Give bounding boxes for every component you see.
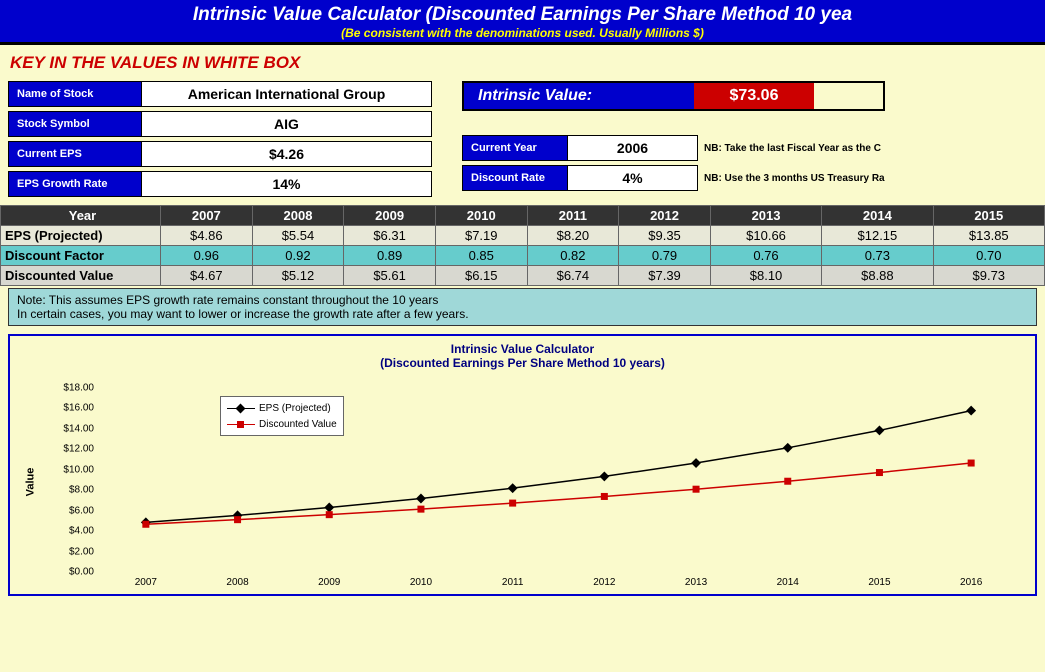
row-label: EPS (Projected): [1, 226, 161, 246]
year-label: Current Year: [462, 135, 568, 161]
cell: $8.88: [822, 266, 933, 286]
discount-input[interactable]: 4%: [568, 165, 698, 191]
col-year: Year: [1, 206, 161, 226]
ytick: $6.00: [50, 505, 94, 516]
xtick: 2008: [226, 577, 248, 588]
table-row: Discount Factor0.960.920.890.850.820.790…: [1, 246, 1045, 266]
cell: $7.39: [619, 266, 711, 286]
cell: $4.67: [161, 266, 253, 286]
name-label: Name of Stock: [8, 81, 142, 107]
cell: $13.85: [933, 226, 1044, 246]
xtick: 2007: [135, 577, 157, 588]
cell: $8.20: [527, 226, 619, 246]
iv-value: $73.06: [694, 83, 814, 109]
cell: 0.73: [822, 246, 933, 266]
table-row: EPS (Projected)$4.86$5.54$6.31$7.19$8.20…: [1, 226, 1045, 246]
year-note: NB: Take the last Fiscal Year as the C: [698, 143, 881, 154]
header-subtitle: (Be consistent with the denominations us…: [0, 26, 1045, 40]
inputs-section: Name of Stock American International Gro…: [0, 81, 1045, 205]
note-box: Note: This assumes EPS growth rate remai…: [8, 288, 1037, 326]
eps-label: Current EPS: [8, 141, 142, 167]
cell: $10.66: [710, 226, 821, 246]
header: Intrinsic Value Calculator (Discounted E…: [0, 0, 1045, 45]
ytick: $16.00: [50, 403, 94, 414]
chart-title-2: (Discounted Earnings Per Share Method 10…: [20, 356, 1025, 370]
projection-table: Year200720082009201020112012201320142015…: [0, 205, 1045, 286]
col-2010: 2010: [435, 206, 527, 226]
cell: $6.15: [435, 266, 527, 286]
cell: $6.74: [527, 266, 619, 286]
cell: $9.73: [933, 266, 1044, 286]
cell: 0.76: [710, 246, 821, 266]
xtick: 2015: [868, 577, 890, 588]
row-label: Discounted Value: [1, 266, 161, 286]
cell: $4.86: [161, 226, 253, 246]
table-row: Discounted Value$4.67$5.12$5.61$6.15$6.7…: [1, 266, 1045, 286]
cell: $5.61: [344, 266, 436, 286]
instruction-text: KEY IN THE VALUES IN WHITE BOX: [0, 45, 1045, 81]
ytick: $12.00: [50, 444, 94, 455]
year-input[interactable]: 2006: [568, 135, 698, 161]
xtick: 2011: [502, 577, 524, 588]
cell: 0.89: [344, 246, 436, 266]
cell: 0.82: [527, 246, 619, 266]
col-2007: 2007: [161, 206, 253, 226]
ytick: $0.00: [50, 567, 94, 578]
row-label: Discount Factor: [1, 246, 161, 266]
xtick: 2012: [593, 577, 615, 588]
col-2014: 2014: [822, 206, 933, 226]
iv-label: Intrinsic Value:: [464, 83, 694, 109]
col-2013: 2013: [710, 206, 821, 226]
ytick: $8.00: [50, 485, 94, 496]
symbol-label: Stock Symbol: [8, 111, 142, 137]
cell: 0.96: [161, 246, 253, 266]
header-title: Intrinsic Value Calculator (Discounted E…: [0, 4, 1045, 26]
cell: 0.70: [933, 246, 1044, 266]
col-2009: 2009: [344, 206, 436, 226]
chart-ylabel: Value: [24, 468, 36, 497]
growth-label: EPS Growth Rate: [8, 171, 142, 197]
cell: 0.92: [252, 246, 344, 266]
cell: 0.79: [619, 246, 711, 266]
ytick: $14.00: [50, 423, 94, 434]
chart: Intrinsic Value Calculator (Discounted E…: [8, 334, 1037, 596]
col-2011: 2011: [527, 206, 619, 226]
xtick: 2010: [410, 577, 432, 588]
xtick: 2014: [777, 577, 799, 588]
cell: $12.15: [822, 226, 933, 246]
discount-note: NB: Use the 3 months US Treasury Ra: [698, 173, 885, 184]
cell: $7.19: [435, 226, 527, 246]
note-line-2: In certain cases, you may want to lower …: [17, 307, 1028, 321]
right-inputs: Intrinsic Value: $73.06 Current Year 200…: [462, 81, 885, 191]
note-line-1: Note: This assumes EPS growth rate remai…: [17, 293, 1028, 307]
xtick: 2016: [960, 577, 982, 588]
cell: $5.54: [252, 226, 344, 246]
growth-input[interactable]: 14%: [142, 171, 432, 197]
cell: $5.12: [252, 266, 344, 286]
chart-title-1: Intrinsic Value Calculator: [20, 342, 1025, 356]
ytick: $18.00: [50, 383, 94, 394]
col-2015: 2015: [933, 206, 1044, 226]
plot-area: $0.00$2.00$4.00$6.00$8.00$10.00$12.00$14…: [100, 388, 1017, 572]
cell: 0.85: [435, 246, 527, 266]
cell: $9.35: [619, 226, 711, 246]
left-inputs: Name of Stock American International Gro…: [8, 81, 432, 197]
discount-label: Discount Rate: [462, 165, 568, 191]
xtick: 2009: [318, 577, 340, 588]
col-2012: 2012: [619, 206, 711, 226]
symbol-input[interactable]: AIG: [142, 111, 432, 137]
eps-input[interactable]: $4.26: [142, 141, 432, 167]
name-input[interactable]: American International Group: [142, 81, 432, 107]
ytick: $2.00: [50, 546, 94, 557]
cell: $8.10: [710, 266, 821, 286]
intrinsic-value-box: Intrinsic Value: $73.06: [462, 81, 885, 111]
ytick: $10.00: [50, 464, 94, 475]
cell: $6.31: [344, 226, 436, 246]
xtick: 2013: [685, 577, 707, 588]
ytick: $4.00: [50, 526, 94, 537]
col-2008: 2008: [252, 206, 344, 226]
